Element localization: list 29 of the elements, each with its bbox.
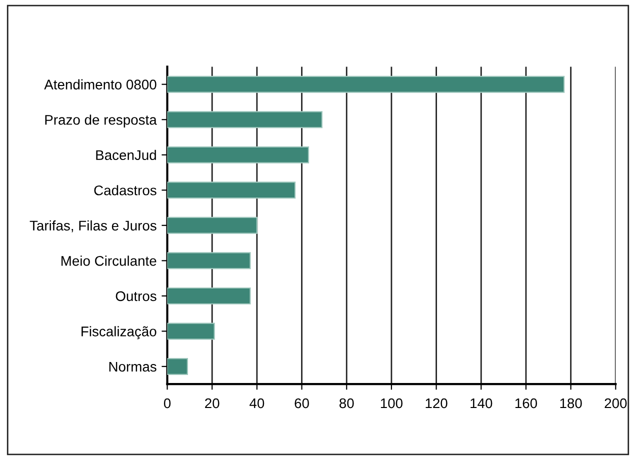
x-tick-label: 180: [560, 398, 582, 408]
y-tick-label: Meio Circulante: [62, 256, 156, 266]
x-tick-label: 0: [164, 398, 171, 408]
x-tick-label: 80: [340, 398, 354, 408]
x-tick-label: 120: [426, 398, 448, 408]
x-tick-label: 200: [604, 398, 627, 408]
bar: [167, 322, 215, 340]
y-tick-label: Outros: [116, 291, 156, 302]
x-tick-label: 60: [294, 398, 309, 408]
x-tick-label: 20: [205, 398, 220, 408]
bar: [167, 252, 251, 270]
x-tick-label: 140: [470, 398, 492, 408]
bar: [167, 111, 323, 128]
y-tick-label: Tarifas, Filas e Juros: [30, 220, 156, 232]
x-tick-label: 40: [250, 398, 264, 408]
y-tick-label: Cadastros: [94, 185, 156, 196]
y-tick-label: BacenJud: [96, 150, 156, 160]
y-tick-label: Normas: [109, 362, 156, 372]
y-tick-label: Fiscalização: [82, 326, 156, 340]
bar: [167, 146, 310, 164]
y-tick-label: Atendimento 0800: [44, 79, 156, 90]
x-tick-label: 160: [515, 398, 538, 408]
bar: [167, 216, 258, 234]
x-tick-label: 100: [380, 398, 402, 408]
bar: [167, 182, 296, 199]
bar: [167, 76, 565, 93]
bar: [167, 287, 251, 304]
y-tick-label: Prazo de resposta: [45, 114, 157, 128]
bar: [167, 358, 188, 375]
